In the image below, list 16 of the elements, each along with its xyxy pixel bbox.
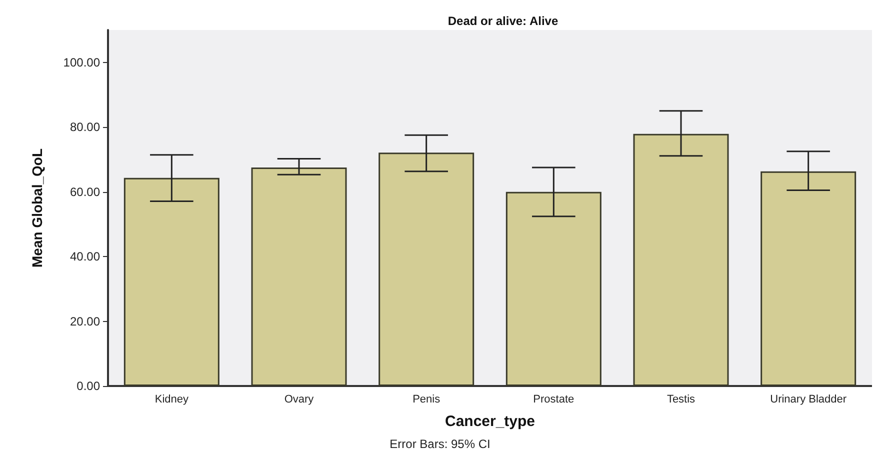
x-tick-label: Penis	[412, 394, 441, 406]
x-tick-label: Kidney	[154, 394, 189, 406]
y-tick-label: 0.00	[76, 379, 100, 393]
y-tick-label: 40.00	[70, 250, 100, 264]
y-axis-title: Mean Global_QoL	[29, 148, 45, 268]
y-tick-label: 60.00	[70, 184, 100, 199]
x-axis-title: Cancer_type	[444, 413, 536, 430]
x-tick-label: Testis	[666, 394, 696, 406]
x-tick-label: Ovary	[284, 394, 314, 406]
x-tick-label: Urinary Bladder	[770, 394, 847, 406]
y-tick-label: 100.00	[63, 55, 100, 70]
chart-title: Dead or alive: Alive	[448, 14, 558, 28]
y-tick-label: 80.00	[70, 120, 100, 134]
text: Error Bars: 95% CI	[390, 437, 490, 451]
x-tick-label: Prostate	[533, 394, 574, 406]
y-tick-label: 20.00	[70, 314, 100, 328]
